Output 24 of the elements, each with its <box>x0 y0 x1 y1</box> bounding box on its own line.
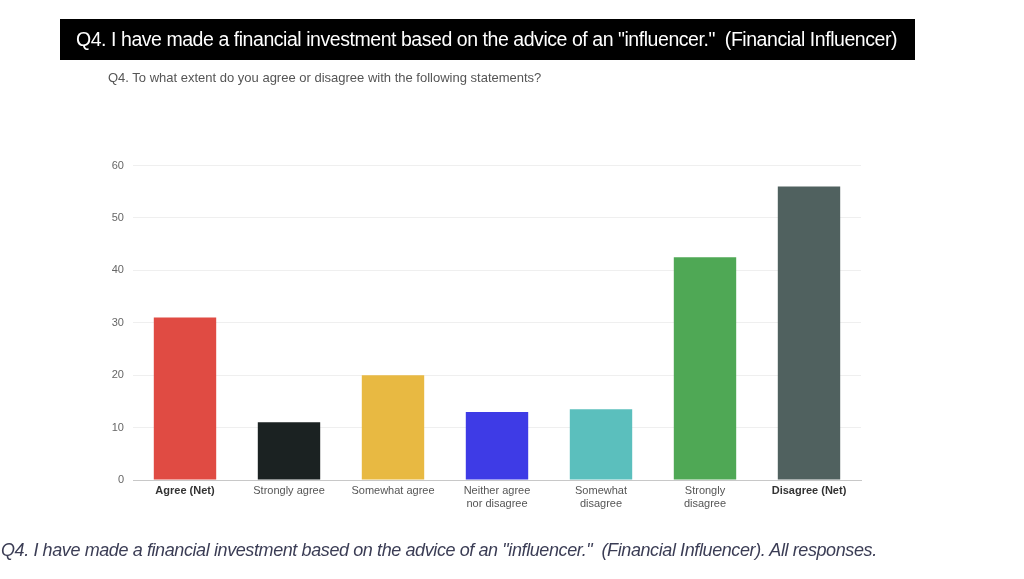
y-tick-label: 50 <box>111 211 124 224</box>
text: Q4. I have made a financial investment based on the advice of an "influencer." (Financial Influencer). All responses. <box>1 540 877 561</box>
x-tick-label: Somewhat agree <box>351 483 435 496</box>
y-tick-label: 10 <box>111 420 124 433</box>
x-tick-label: Strongly disagree <box>683 483 727 509</box>
bar <box>673 257 737 480</box>
bar <box>361 375 425 480</box>
x-tick-label: Disagree (Net) <box>771 483 847 496</box>
x-tick-label: Agree (Net) <box>155 483 215 496</box>
chart-subtitle: Q4. To what extent do you agree or disagree with the following statements? <box>108 70 542 85</box>
y-tick-label: 60 <box>111 158 124 171</box>
x-tick-label: Somewhat disagree <box>575 483 627 509</box>
bar <box>153 317 217 480</box>
bar <box>777 186 841 480</box>
bar <box>257 422 321 480</box>
bar <box>465 411 529 480</box>
y-tick-label: 30 <box>111 315 124 328</box>
y-tick-label: 40 <box>111 263 124 276</box>
x-tick-label: Neither agree nor disagree <box>463 483 531 509</box>
chart-title: Q4. I have made a financial investment based on the advice of an "influencer." (Financial Influencer) <box>60 19 915 60</box>
bar <box>569 409 633 480</box>
x-tick-label: Strongly agree <box>253 483 325 496</box>
y-tick-label: 20 <box>111 368 124 381</box>
y-tick-label: 0 <box>117 473 124 486</box>
